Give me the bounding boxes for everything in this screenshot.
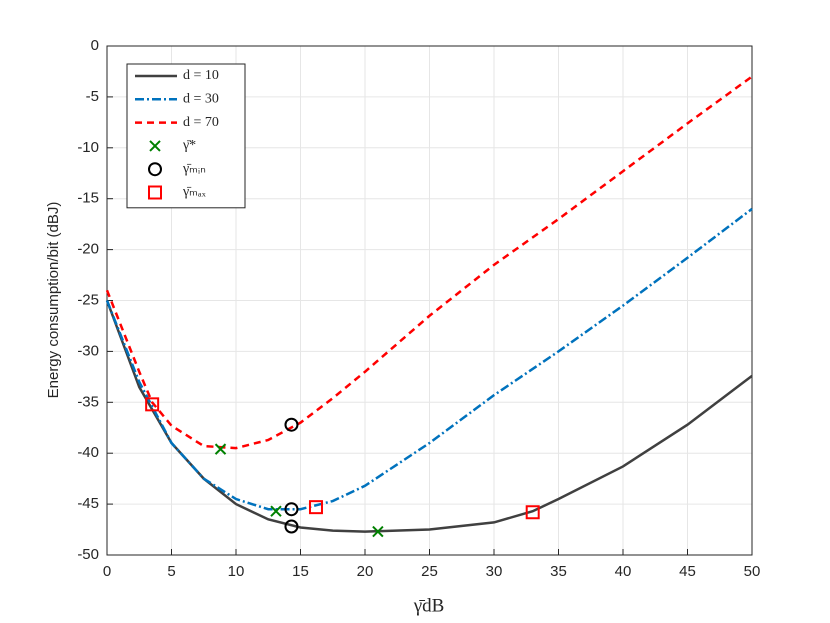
x-tick-label: 15 bbox=[292, 563, 309, 580]
marker-point bbox=[372, 525, 384, 538]
y-tick-label: -40 bbox=[77, 444, 99, 461]
x-tick-label: 0 bbox=[103, 563, 111, 580]
legend-label: γ̄ₘₐₓ bbox=[182, 185, 207, 200]
x-tick-label: 35 bbox=[550, 563, 567, 580]
line-series bbox=[105, 300, 753, 533]
marker-point bbox=[284, 502, 299, 517]
marker-point bbox=[525, 505, 540, 520]
x-tick-label: 40 bbox=[615, 563, 632, 580]
legend-label: d = 30 bbox=[183, 92, 219, 107]
x-tick-label: 10 bbox=[228, 563, 245, 580]
y-tick-label: -30 bbox=[77, 342, 99, 359]
y-tick-label: -25 bbox=[77, 291, 99, 308]
x-tick-label: 5 bbox=[167, 563, 175, 580]
y-axis-label: Energy consumption/bit (dBJ) bbox=[45, 202, 62, 399]
x-tick-label: 45 bbox=[679, 563, 696, 580]
marker-point bbox=[284, 519, 299, 534]
y-tick-label: 0 bbox=[91, 37, 99, 54]
y-tick-label: -15 bbox=[77, 190, 99, 207]
marker-point bbox=[284, 417, 299, 432]
legend-symbol bbox=[149, 140, 161, 152]
x-tick-label: 20 bbox=[357, 563, 374, 580]
marker-point bbox=[270, 505, 282, 517]
marker-point bbox=[214, 443, 227, 455]
y-tick-label: -10 bbox=[77, 139, 99, 156]
line-series bbox=[105, 75, 753, 450]
legend-label: γ̄ₘᵢₙ bbox=[182, 161, 206, 176]
y-tick-label: -20 bbox=[77, 241, 99, 258]
marker-point bbox=[308, 500, 323, 515]
legend-label: d = 10 bbox=[183, 68, 219, 83]
x-axis-label: γ̄dB bbox=[413, 595, 445, 616]
y-tick-label: -50 bbox=[77, 546, 99, 563]
legend-symbol bbox=[148, 185, 162, 200]
y-tick-label: -35 bbox=[77, 393, 99, 410]
legend-label: γ̄* bbox=[182, 138, 196, 153]
y-tick-label: -45 bbox=[77, 495, 99, 512]
legend-box bbox=[126, 63, 246, 209]
x-tick-label: 25 bbox=[421, 563, 438, 580]
legend-symbol bbox=[148, 162, 162, 177]
legend-label: d = 70 bbox=[183, 115, 219, 130]
x-tick-label: 50 bbox=[744, 563, 761, 580]
x-tick-label: 30 bbox=[486, 563, 503, 580]
line-series bbox=[105, 207, 753, 511]
marker-point bbox=[145, 397, 160, 412]
y-tick-label: -5 bbox=[86, 88, 99, 105]
